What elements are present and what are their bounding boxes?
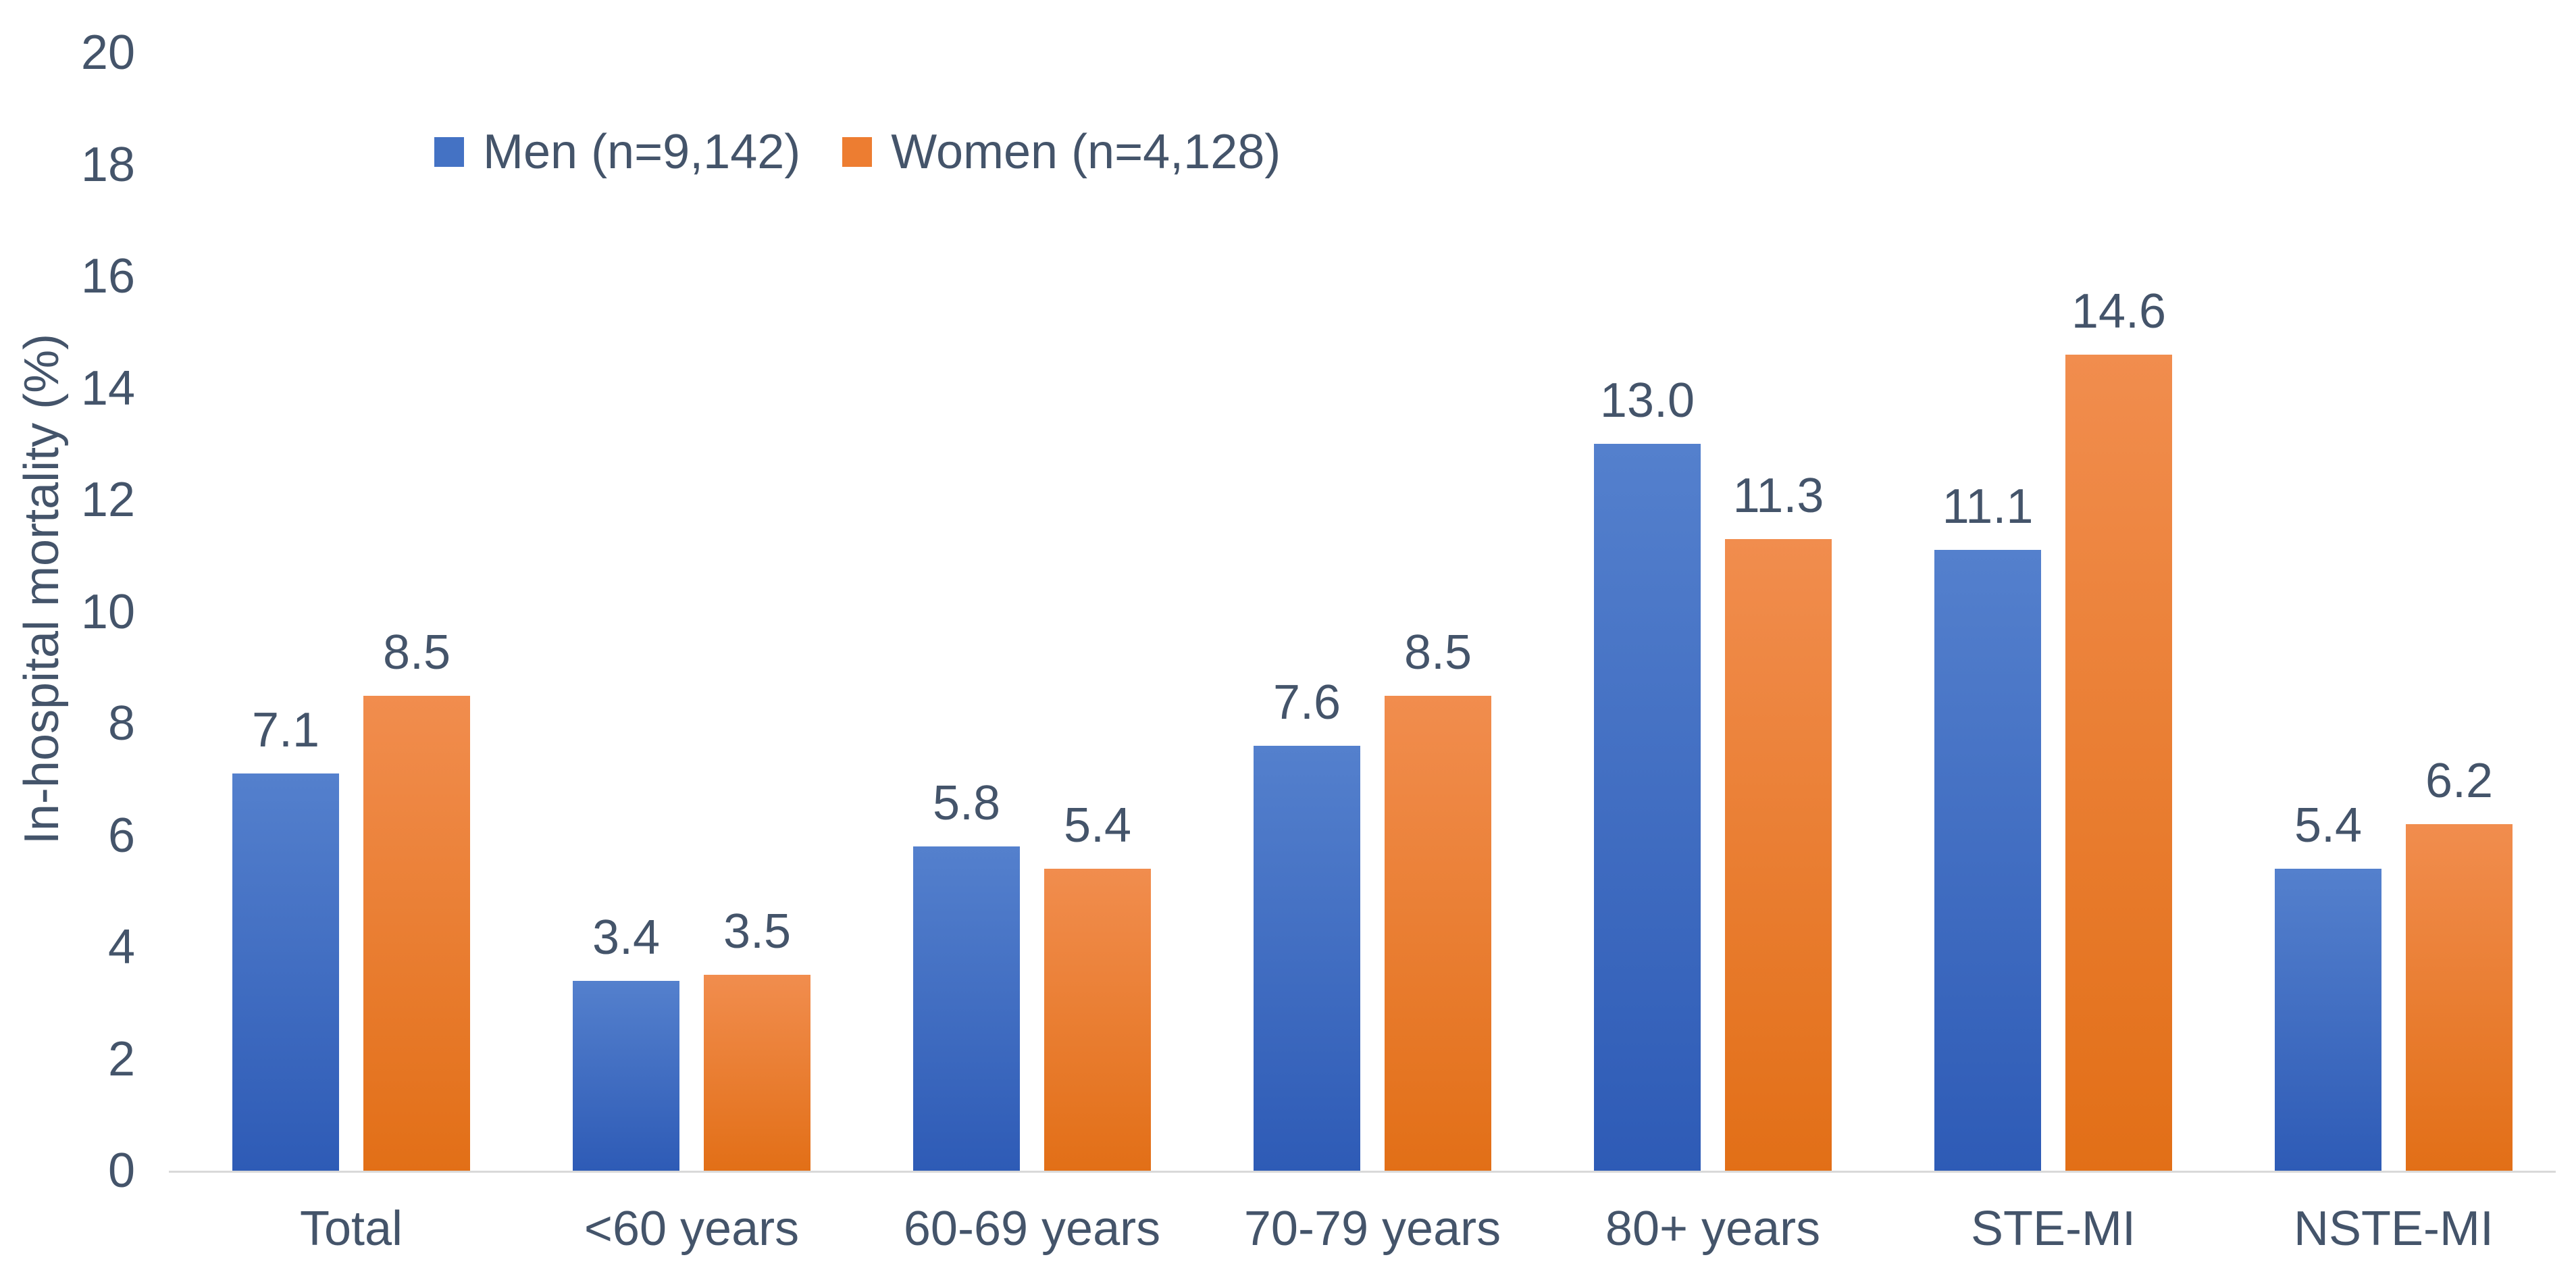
y-axis-tick-label: 12 — [80, 473, 135, 527]
y-axis-tick-label: 20 — [80, 26, 135, 80]
bar-group-60-years: 3.4 3.5 <60 years — [573, 53, 810, 1253]
legend-label-men: Men (n=9,142) — [483, 125, 801, 179]
bar-men-total: 7.1 — [232, 706, 339, 1171]
y-axis-tick-label: 0 — [107, 1144, 135, 1198]
y-axis-tick-label: 16 — [80, 249, 135, 303]
bar-value-label: 3.5 — [723, 905, 792, 959]
bar-men-nste-mi: 5.4 — [2275, 801, 2381, 1171]
bar-value-label: 5.4 — [1063, 798, 1132, 853]
y-axis-tick-label: 6 — [107, 808, 135, 863]
x-axis-category-label: 80+ years — [1605, 1202, 1821, 1256]
bar-men-ste-mi: 11.1 — [1934, 482, 2041, 1171]
bar-men-80-years: 13.0 — [1594, 376, 1701, 1171]
legend-item-men: Men (n=9,142) — [434, 124, 800, 180]
x-axis-category-label: 60-69 years — [903, 1202, 1161, 1256]
y-axis-tick-label: 8 — [107, 696, 135, 751]
bar-value-label: 7.6 — [1272, 676, 1341, 730]
bar-value-label: 6.2 — [2425, 753, 2494, 808]
bar-women-60-69-years: 5.4 — [1044, 801, 1151, 1171]
y-axis-ticks: 0 2 4 6 8 10 12 14 16 18 20 — [0, 28, 135, 1195]
bar-women-ste-mi: 14.6 — [2065, 287, 2172, 1171]
legend-label-women: Women (n=4,128) — [891, 125, 1281, 179]
x-axis-category-label: <60 years — [584, 1202, 800, 1256]
bar-value-label: 13.0 — [1599, 374, 1695, 428]
y-axis-tick-label: 18 — [80, 137, 135, 192]
bar-group-70-79-years: 7.6 8.5 70-79 years — [1244, 53, 1501, 1253]
x-axis-category-label: NSTE-MI — [2294, 1202, 2494, 1256]
bar-value-label: 14.6 — [2071, 284, 2167, 338]
x-axis-category-label: Total — [299, 1202, 403, 1256]
bar-men-60-years: 3.4 — [573, 913, 679, 1171]
bar-women-60-years: 3.5 — [704, 907, 810, 1171]
bar-women-total: 8.5 — [363, 628, 470, 1171]
bar-group-total: 7.1 8.5 Total — [232, 53, 470, 1253]
y-axis-tick-label: 14 — [80, 361, 135, 415]
bar-groups: 7.1 8.5 Total 3.4 3.5 <60 years 5.8 5.4 60-69 ye… — [169, 53, 2556, 1253]
plot-area: 7.1 8.5 Total 3.4 3.5 <60 years 5.8 5.4 60-69 ye… — [169, 53, 2556, 1253]
x-axis-category-label: STE-MI — [1971, 1202, 2136, 1256]
bar-women-70-79-years: 8.5 — [1385, 628, 1491, 1171]
legend-swatch-men — [434, 137, 464, 167]
legend-swatch-women — [842, 137, 873, 167]
bar-men-70-79-years: 7.6 — [1254, 678, 1360, 1171]
legend-item-women: Women (n=4,128) — [842, 124, 1281, 180]
y-axis-tick-label: 10 — [80, 584, 135, 639]
bar-group-80-years: 13.0 11.3 80+ years — [1594, 53, 1832, 1253]
bar-women-80-years: 11.3 — [1725, 472, 1832, 1171]
bar-value-label: 11.3 — [1732, 468, 1824, 523]
y-axis-tick-label: 2 — [107, 1032, 135, 1086]
bar-value-label: 5.4 — [2294, 798, 2363, 853]
bar-women-nste-mi: 6.2 — [2406, 757, 2513, 1171]
bar-value-label: 8.5 — [1403, 625, 1472, 680]
bar-men-60-69-years: 5.8 — [913, 779, 1020, 1171]
bar-value-label: 11.1 — [1942, 480, 2034, 534]
x-axis-category-label: 70-79 years — [1243, 1202, 1501, 1256]
legend: Men (n=9,142) Women (n=4,128) — [434, 124, 1281, 180]
bar-value-label: 5.8 — [932, 776, 1001, 831]
bar-value-label: 7.1 — [251, 703, 320, 758]
bar-group-60-69-years: 5.8 5.4 60-69 years — [904, 53, 1160, 1253]
bar-value-label: 3.4 — [592, 910, 661, 965]
bar-group-ste-mi: 11.1 14.6 STE-MI — [1934, 53, 2172, 1253]
y-axis-tick-label: 4 — [107, 920, 135, 974]
bar-value-label: 8.5 — [382, 625, 451, 680]
bar-group-nste-mi: 5.4 6.2 NSTE-MI — [2275, 53, 2513, 1253]
